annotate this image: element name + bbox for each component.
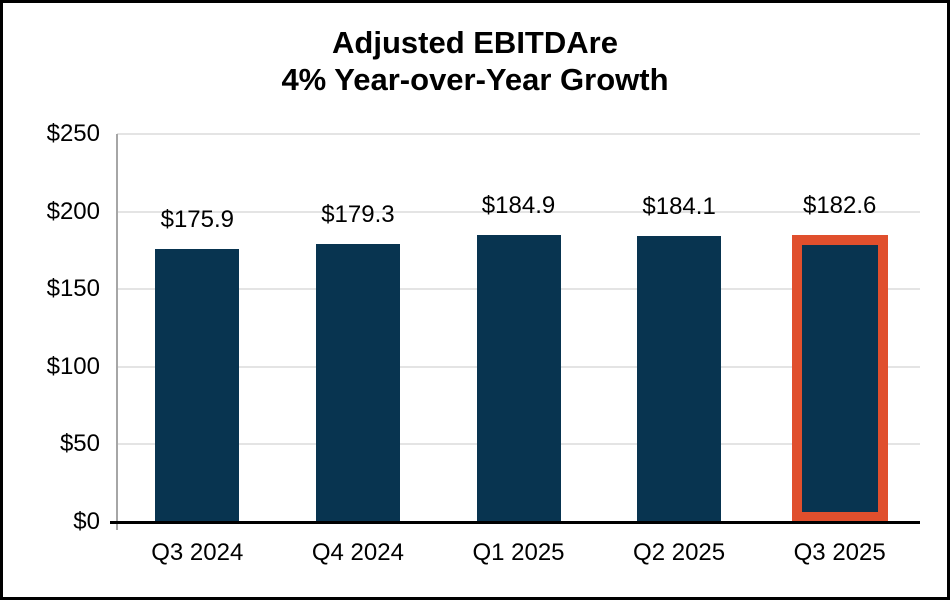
y-tick-label: $200	[46, 197, 100, 225]
bar	[315, 243, 400, 522]
bar-value-label: $175.9	[160, 206, 234, 233]
y-tick-label: $100	[46, 352, 100, 380]
chart-title-block: Adjusted EBITDAre 4% Year-over-Year Grow…	[3, 24, 947, 98]
bar	[476, 235, 561, 522]
gridline	[117, 210, 920, 213]
bar	[637, 236, 722, 522]
x-tick-label: Q3 2025	[793, 539, 886, 566]
y-tick-label: $250	[46, 120, 100, 147]
x-tick-label: Q4 2024	[311, 539, 404, 566]
y-tick-label: $50	[59, 430, 100, 458]
x-axis-line	[110, 521, 920, 524]
x-tick-label: Q3 2024	[151, 539, 244, 566]
bar-highlighted	[791, 234, 888, 522]
gridline	[117, 133, 920, 135]
y-axis-line	[116, 134, 118, 530]
bar-value-label: $184.9	[481, 192, 556, 220]
bar-value-label: $182.6	[802, 191, 877, 219]
y-tick-label: $0	[73, 508, 100, 535]
y-tick-label: $150	[46, 275, 100, 303]
bar-value-label: $179.3	[321, 200, 395, 228]
x-tick-label: Q1 2025	[472, 539, 565, 566]
chart-subtitle: 4% Year-over-Year Growth	[281, 62, 669, 97]
x-tick-label: Q2 2025	[633, 539, 726, 566]
bar	[155, 249, 240, 522]
bar-value-label: $184.1	[642, 193, 716, 221]
plot-area: $0 $50 $100 $150 $200 $250 $175.9 $179.3 $184.9…	[3, 3, 947, 597]
chart-title: Adjusted EBITDAre	[332, 25, 618, 60]
